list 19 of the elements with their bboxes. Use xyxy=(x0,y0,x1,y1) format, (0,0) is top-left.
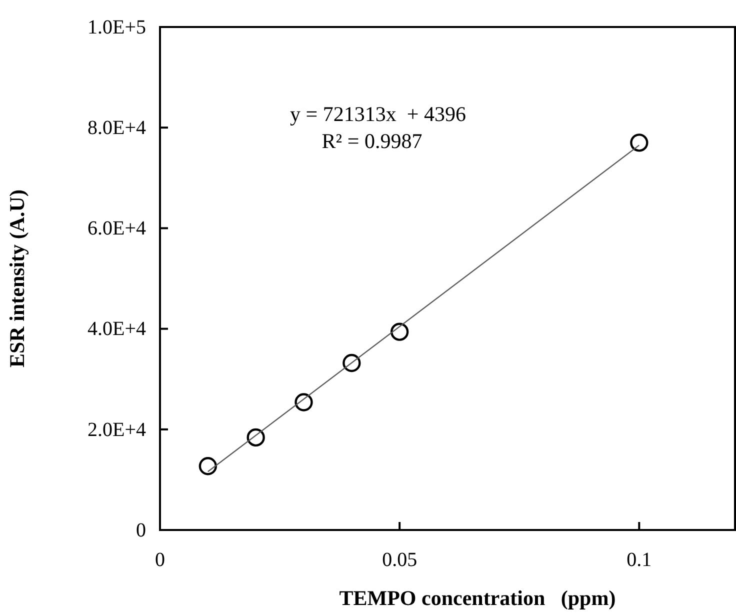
y-axis-title: ESR intensity (A.U) xyxy=(5,190,29,368)
point xyxy=(390,322,409,341)
annotation: y = 721313x + 4396 xyxy=(290,102,466,126)
x-axis-title: TEMPO concentration (ppm) xyxy=(339,586,616,610)
y-tick-label: 1.0E+5 xyxy=(88,16,146,38)
x-tick-label: 0.1 xyxy=(626,549,652,572)
point xyxy=(246,428,265,447)
point xyxy=(630,134,648,152)
y-tick-label: 2.0E+4 xyxy=(88,418,146,441)
y-tick-label: 4.0E+4 xyxy=(88,318,146,340)
x-tick-label: 0 xyxy=(155,549,165,572)
y-tick-label: 6.0E+4 xyxy=(88,218,146,240)
annotation: R² = 0.9987 xyxy=(322,129,422,153)
x-tick-label: 0.05 xyxy=(382,549,418,572)
point xyxy=(342,354,361,372)
y-tick-label: 0 xyxy=(136,519,146,542)
point xyxy=(198,457,217,476)
y-tick-label: 8.0E+4 xyxy=(88,117,146,139)
point xyxy=(294,393,313,412)
